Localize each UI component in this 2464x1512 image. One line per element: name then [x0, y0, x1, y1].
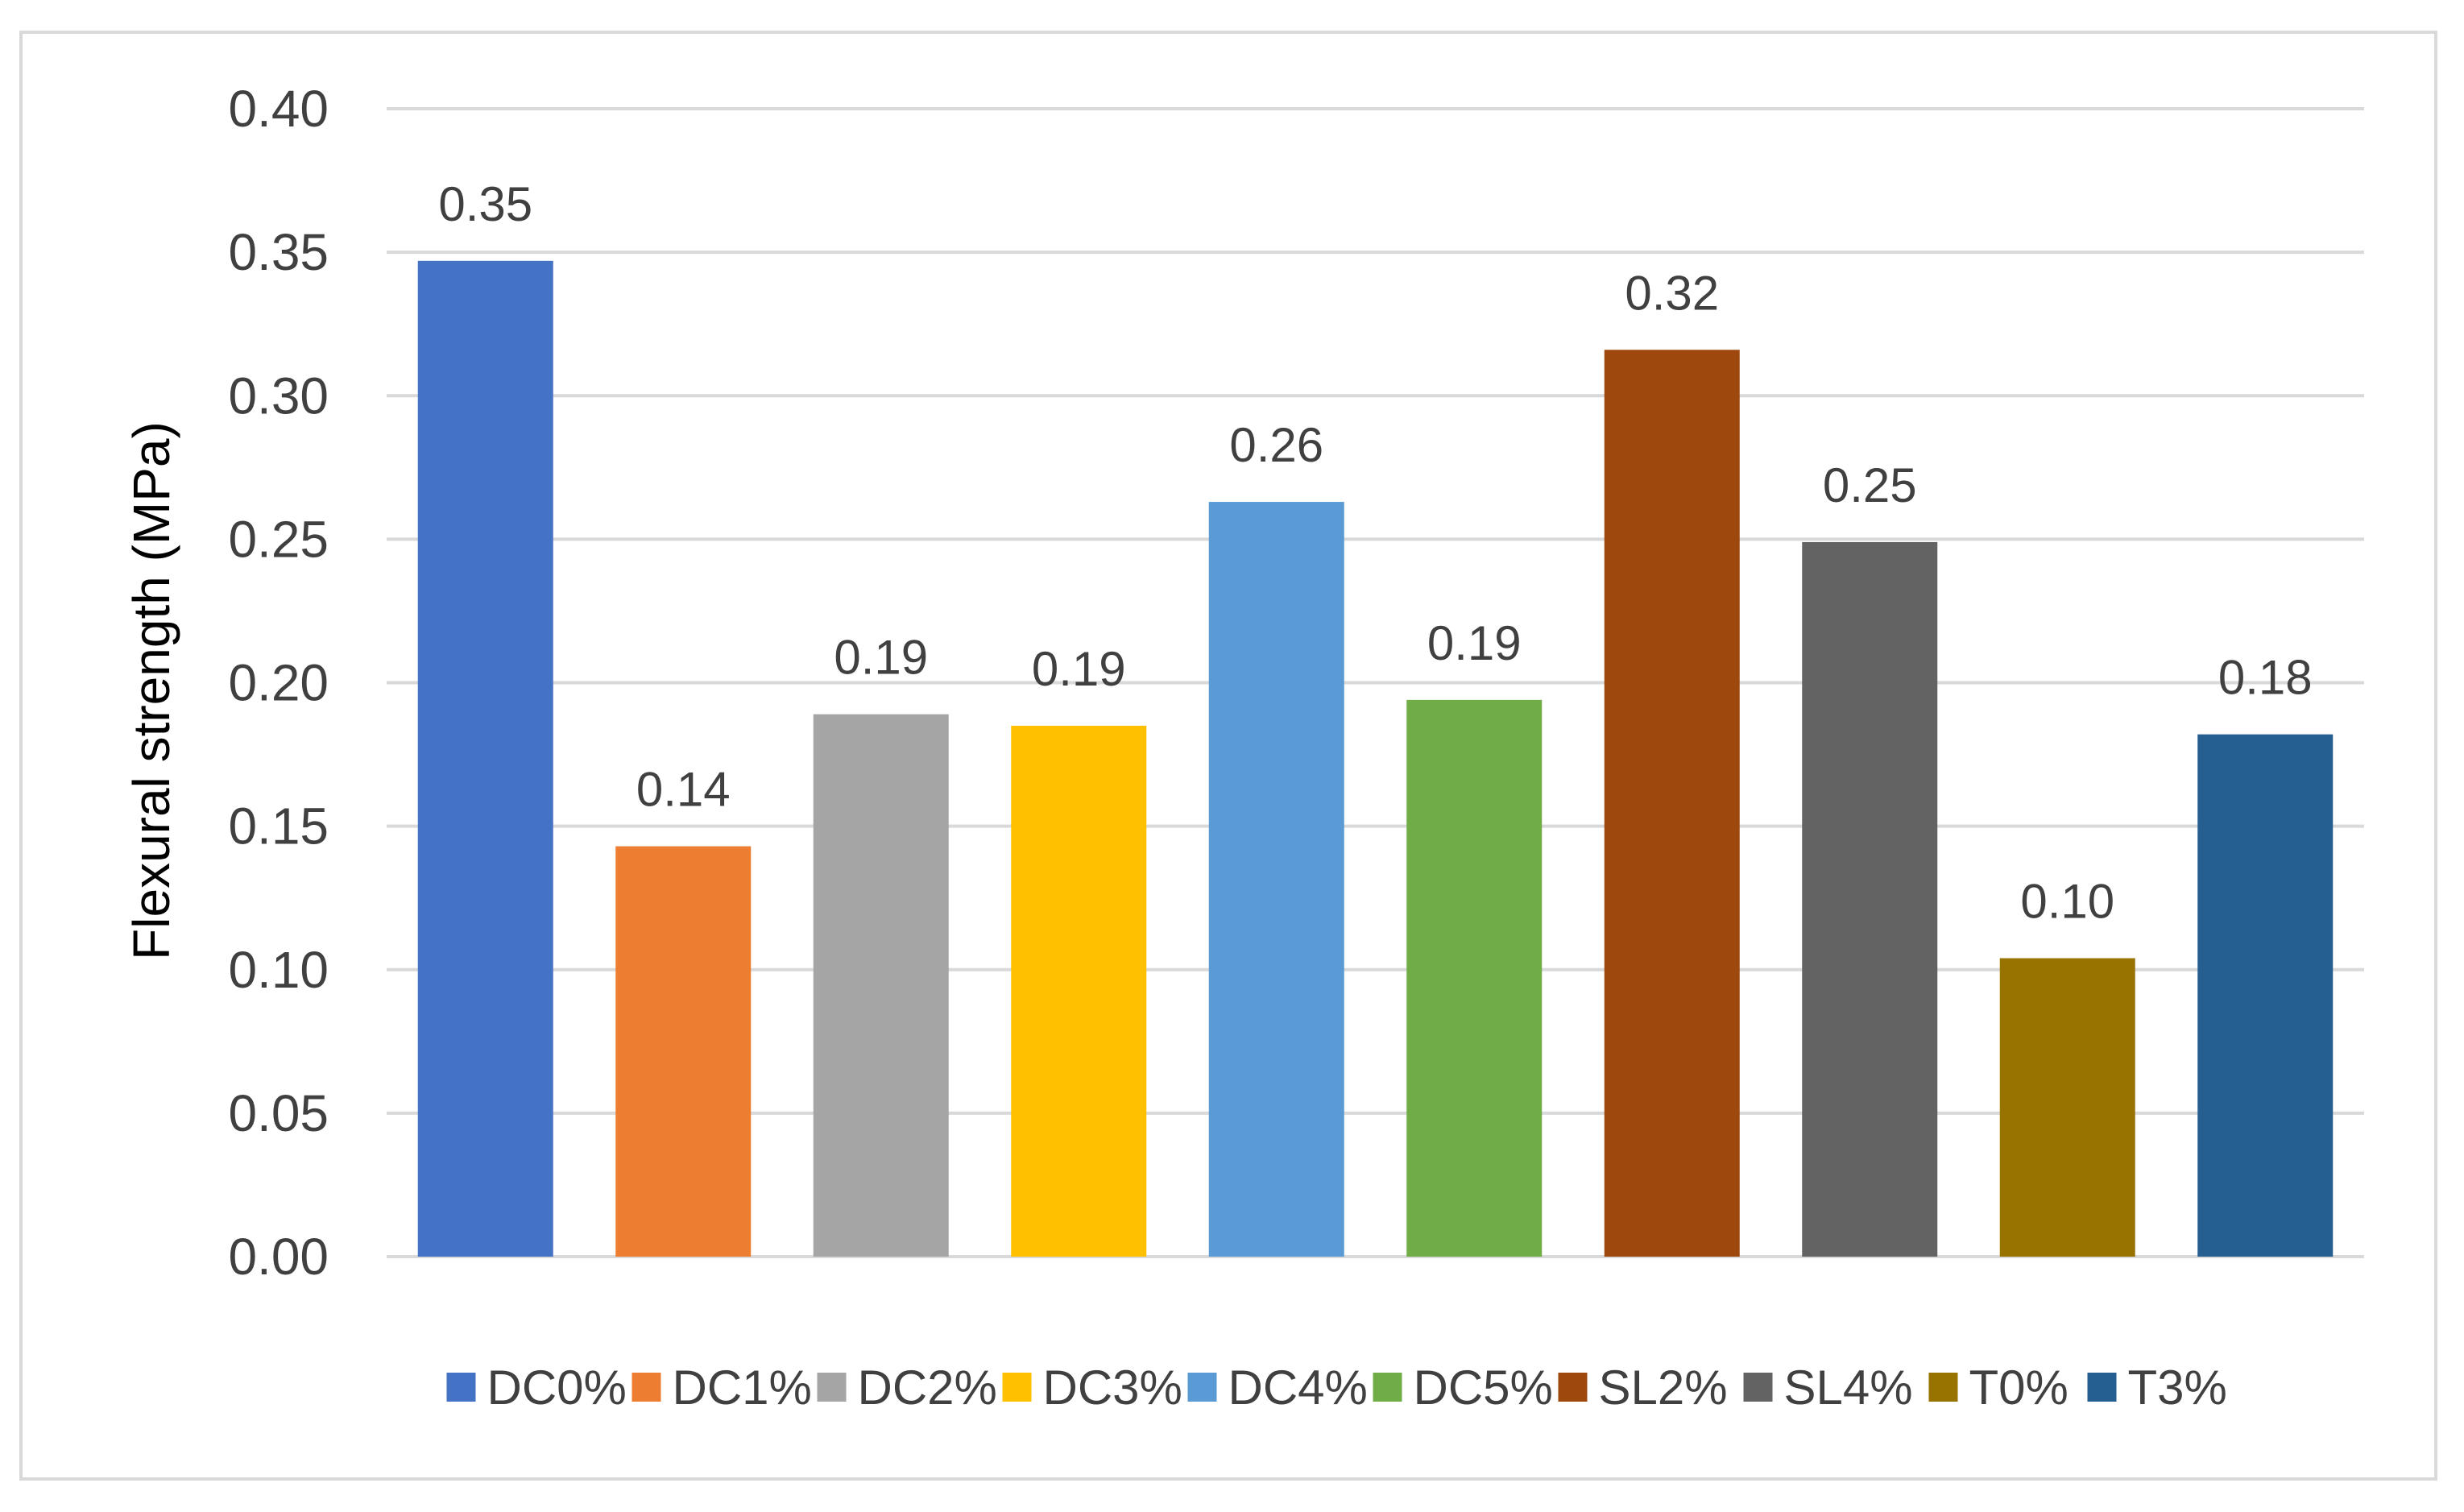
legend-swatch-DC4% — [1187, 1373, 1217, 1402]
data-label-DC5%: 0.19 — [1427, 616, 1522, 670]
data-labels: 0.35 0.14 0.19 0.19 0.26 0.19 0.32 0.25 0.10 0.18 — [438, 177, 2312, 929]
y-axis-ticks: 0.00 0.05 0.10 0.15 0.20 0.25 0.30 0.35 0.40 — [228, 80, 329, 1286]
y-tick-label: 0.35 — [228, 223, 329, 281]
legend-label-DC0%: DC0% — [487, 1361, 627, 1415]
bars — [417, 260, 2334, 1257]
legend-swatch-DC0% — [446, 1373, 476, 1402]
legend-swatch-DC1% — [632, 1373, 661, 1402]
legend-swatch-SL2% — [1558, 1373, 1588, 1402]
legend-swatch-DC2% — [817, 1373, 847, 1402]
legend-label-DC2%: DC2% — [858, 1361, 997, 1415]
legend-label-DC3%: DC3% — [1043, 1361, 1182, 1415]
y-tick-label: 0.05 — [228, 1084, 329, 1142]
data-label-DC2%: 0.19 — [834, 631, 928, 685]
data-label-SL2%: 0.32 — [1625, 266, 1719, 320]
data-label-T0%: 0.10 — [2020, 875, 2114, 929]
y-tick-label: 0.10 — [228, 941, 329, 999]
bar-DC0% — [417, 260, 553, 1257]
data-label-DC0%: 0.35 — [438, 177, 532, 231]
data-label-DC1%: 0.14 — [636, 763, 731, 817]
y-tick-label: 0.25 — [228, 510, 329, 568]
y-tick-label: 0.30 — [228, 367, 329, 425]
bar-DC1% — [615, 846, 752, 1257]
legend-swatch-SL4% — [1743, 1373, 1773, 1402]
legend-label-DC4%: DC4% — [1228, 1361, 1368, 1415]
bar-T3% — [2197, 734, 2334, 1257]
bar-DC2% — [813, 714, 949, 1257]
data-label-SL4%: 0.25 — [1823, 458, 1917, 512]
bar-DC4% — [1208, 502, 1344, 1257]
legend-label-SL2%: SL2% — [1599, 1361, 1728, 1415]
y-tick-label: 0.20 — [228, 654, 329, 712]
bar-SL2% — [1604, 350, 1740, 1257]
legend-swatch-DC5% — [1373, 1373, 1402, 1402]
legend-swatch-T0% — [1928, 1373, 1958, 1402]
data-label-T3%: 0.18 — [2218, 651, 2313, 705]
legend-label-SL4%: SL4% — [1784, 1361, 1913, 1415]
legend-label-DC1%: DC1% — [673, 1361, 812, 1415]
legend-swatch-DC3% — [1002, 1373, 1032, 1402]
bar-T0% — [1999, 958, 2135, 1257]
legend-label-T3%: T3% — [2128, 1361, 2227, 1415]
y-tick-label: 0.15 — [228, 797, 329, 855]
y-tick-label: 0.00 — [228, 1228, 329, 1286]
legend: DC0% DC1% DC2% DC3% DC4% DC5% SL2% SL4% T0% T3% — [446, 1361, 2227, 1415]
bar-DC5% — [1406, 699, 1543, 1257]
bar-SL4% — [1802, 541, 1938, 1257]
legend-swatch-T3% — [2087, 1373, 2117, 1402]
y-tick-label: 0.40 — [228, 80, 329, 138]
legend-label-T0%: T0% — [1969, 1361, 2069, 1415]
data-label-DC4%: 0.26 — [1229, 418, 1323, 472]
legend-label-DC5%: DC5% — [1414, 1361, 1553, 1415]
y-axis-title: Flexural strength (MPa) — [122, 421, 180, 960]
data-label-DC3%: 0.19 — [1032, 642, 1126, 696]
bar-DC3% — [1011, 725, 1147, 1257]
